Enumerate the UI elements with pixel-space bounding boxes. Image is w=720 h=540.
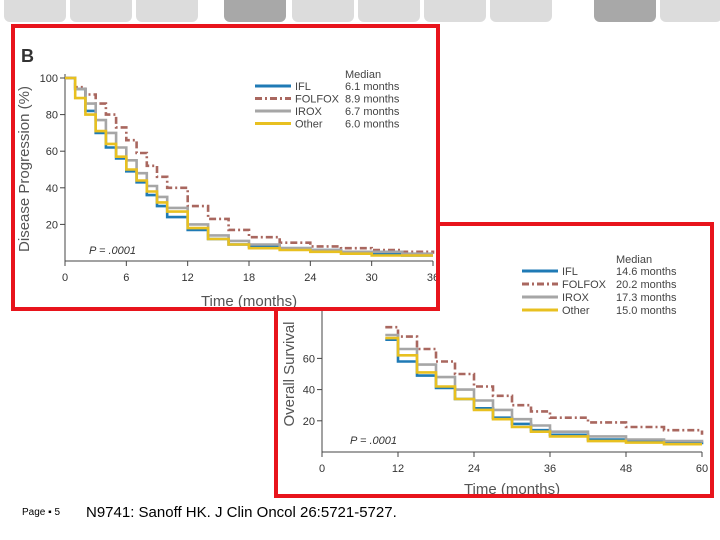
series-line-folfox (65, 76, 435, 254)
legend-median: 17.3 months (616, 292, 677, 304)
y-tick-label: 80 (46, 110, 58, 122)
legend-label: IFL (295, 81, 311, 93)
x-tick-label: 48 (620, 463, 632, 475)
y-tick-label: 60 (46, 146, 58, 158)
legend-label: Other (295, 119, 323, 131)
panel-label: B (21, 46, 34, 66)
legend-label: IFL (562, 266, 578, 278)
x-tick-label: 18 (243, 272, 255, 284)
x-tick-label: 0 (319, 463, 325, 475)
legend-median: 14.6 months (616, 266, 677, 278)
page-number: Page ▪ 5 (22, 507, 61, 518)
header-tab (292, 0, 354, 22)
disease-progression-chart: 20 40 60 80 100 0 6 12 18 24 30 36 Time (months) Dise… (16, 46, 439, 310)
header-tab (358, 0, 420, 22)
x-tick-label: 36 (427, 272, 436, 284)
y-axis-label: Overall Survival (281, 321, 298, 426)
x-tick-label: 6 (123, 272, 129, 284)
disease-progression-panel: 20 40 60 80 100 0 6 12 18 24 30 36 Time (months) Dise… (11, 24, 440, 311)
x-tick-label: 30 (366, 272, 378, 284)
legend-label: Other (562, 305, 590, 317)
series-line-other (385, 336, 702, 446)
header-tab (594, 0, 656, 22)
header-tab (224, 0, 286, 22)
y-tick-label: 60 (303, 353, 315, 365)
p-value-annotation: P = .0001 (350, 435, 397, 447)
series-line-ifl (385, 338, 704, 445)
legend-header: Median (345, 69, 381, 81)
x-tick-label: 60 (696, 463, 708, 475)
y-tick-label: 40 (46, 183, 58, 195)
x-tick-label: 36 (544, 463, 556, 475)
x-axis-label: Time (months) (201, 293, 297, 307)
y-axis-label: Disease Progression (%) (16, 86, 33, 252)
overall-survival-chart: 20 40 60 0 12 24 36 48 60 Time (months) Overall Su… (281, 254, 708, 498)
series-line-folfox (385, 325, 704, 435)
x-tick-label: 24 (304, 272, 316, 284)
header-tab (70, 0, 132, 22)
x-tick-label: 12 (182, 272, 194, 284)
legend-median: 6.7 months (345, 106, 400, 118)
legend-label: IROX (562, 292, 590, 304)
legend-median: 8.9 months (345, 94, 400, 106)
header-tab (490, 0, 552, 22)
header-tab (136, 0, 198, 22)
y-tick-label: 40 (303, 385, 315, 397)
legend-median: 6.0 months (345, 119, 400, 131)
legend-median: 6.1 months (345, 81, 400, 93)
header-tab (660, 0, 720, 22)
series-line-irox (385, 333, 704, 443)
y-tick-label: 20 (303, 416, 315, 428)
legend-label: FOLFOX (295, 94, 340, 106)
legend-median: 20.2 months (616, 279, 677, 291)
legend-label: FOLFOX (562, 279, 607, 291)
legend-median: 15.0 months (616, 305, 677, 317)
citation: N9741: Sanoff HK. J Clin Oncol 26:5721-5… (86, 504, 397, 521)
legend-header: Median (616, 254, 652, 266)
header-tab (424, 0, 486, 22)
header-tab (4, 0, 66, 22)
x-tick-label: 24 (468, 463, 480, 475)
p-value-annotation: P = .0001 (89, 245, 136, 257)
y-tick-label: 20 (46, 219, 58, 231)
x-axis-label: Time (months) (464, 481, 560, 494)
series-line-other (65, 76, 433, 257)
x-tick-label: 12 (392, 463, 404, 475)
legend-label: IROX (295, 106, 323, 118)
x-tick-label: 0 (62, 272, 68, 284)
y-tick-label: 100 (40, 73, 58, 85)
